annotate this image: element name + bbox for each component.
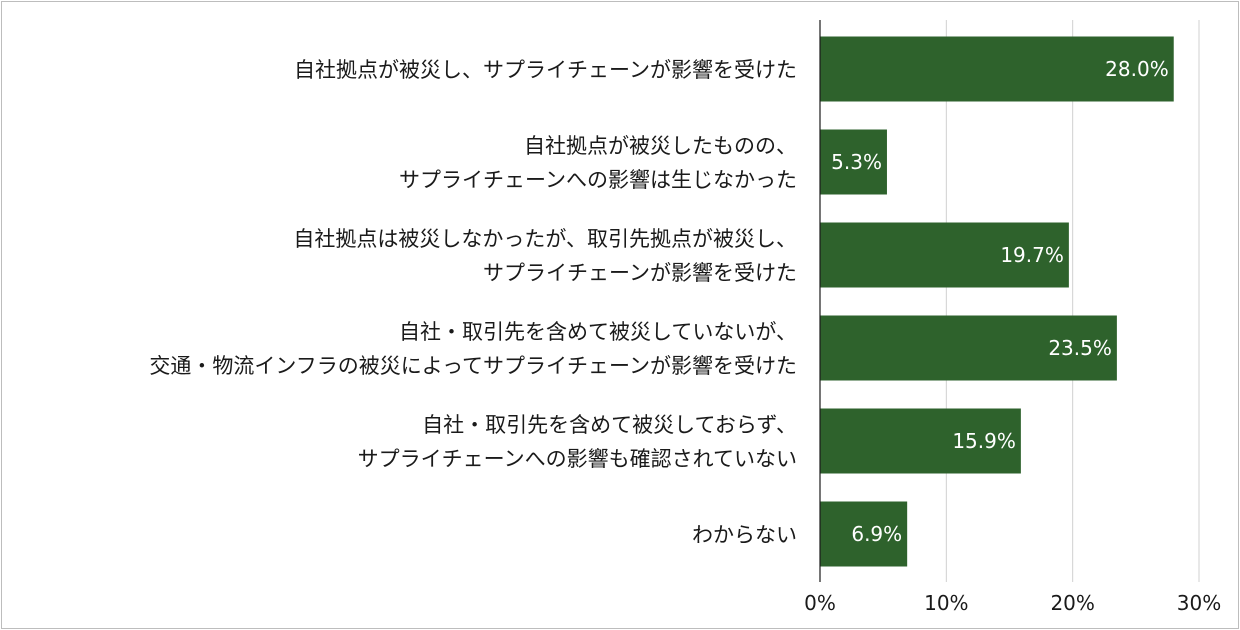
category-label-3-line-1: 交通・物流インフラの被災によってサプライチェーンが影響を受けた — [149, 354, 797, 378]
data-label-4: 15.9% — [952, 429, 1016, 453]
data-label-3: 23.5% — [1048, 336, 1112, 360]
category-label-4-line-0: 自社・取引先を含めて被災しておらず、 — [422, 413, 797, 437]
bar-0 — [820, 36, 1174, 102]
category-label-2-line-0: 自社拠点は被災しなかったが、取引先拠点が被災し、 — [293, 227, 797, 251]
x-tick-label-0: 0% — [804, 591, 836, 615]
data-label-5: 6.9% — [851, 522, 902, 546]
bar-layer — [820, 36, 1174, 567]
label-layer: 28.0% 自社拠点が被災し、サプライチェーンが影響を受けた 5.3% 自社拠点が被災… — [149, 57, 1168, 547]
data-label-2: 19.7% — [1000, 243, 1064, 267]
category-label-2-line-1: サプライチェーンが影響を受けた — [483, 261, 797, 285]
x-tick-label-10: 10% — [924, 591, 968, 615]
category-label-1-line-0: 自社拠点が被災したものの、 — [524, 134, 797, 158]
category-label-4-line-1: サプライチェーンへの影響も確認されていない — [358, 447, 797, 471]
category-label-5-line-0: わからない — [692, 523, 797, 547]
x-tick-label-30: 30% — [1177, 591, 1221, 615]
axis-layer: 0% 10% 20% 30% — [804, 20, 1221, 615]
grid-layer — [945, 20, 1200, 582]
bar-2 — [820, 222, 1069, 288]
bar-4 — [820, 408, 1021, 474]
category-label-3-line-0: 自社・取引先を含めて被災していないが、 — [399, 320, 797, 344]
data-label-1: 5.3% — [831, 150, 882, 174]
category-label-0-line-0: 自社拠点が被災し、サプライチェーンが影響を受けた — [294, 58, 797, 82]
category-label-1-line-1: サプライチェーンへの影響は生じなかった — [399, 168, 797, 192]
bar-3 — [820, 315, 1117, 381]
bar-1 — [820, 129, 887, 195]
bar-5 — [820, 501, 908, 567]
data-label-0: 28.0% — [1105, 57, 1169, 81]
x-tick-label-20: 20% — [1050, 591, 1094, 615]
